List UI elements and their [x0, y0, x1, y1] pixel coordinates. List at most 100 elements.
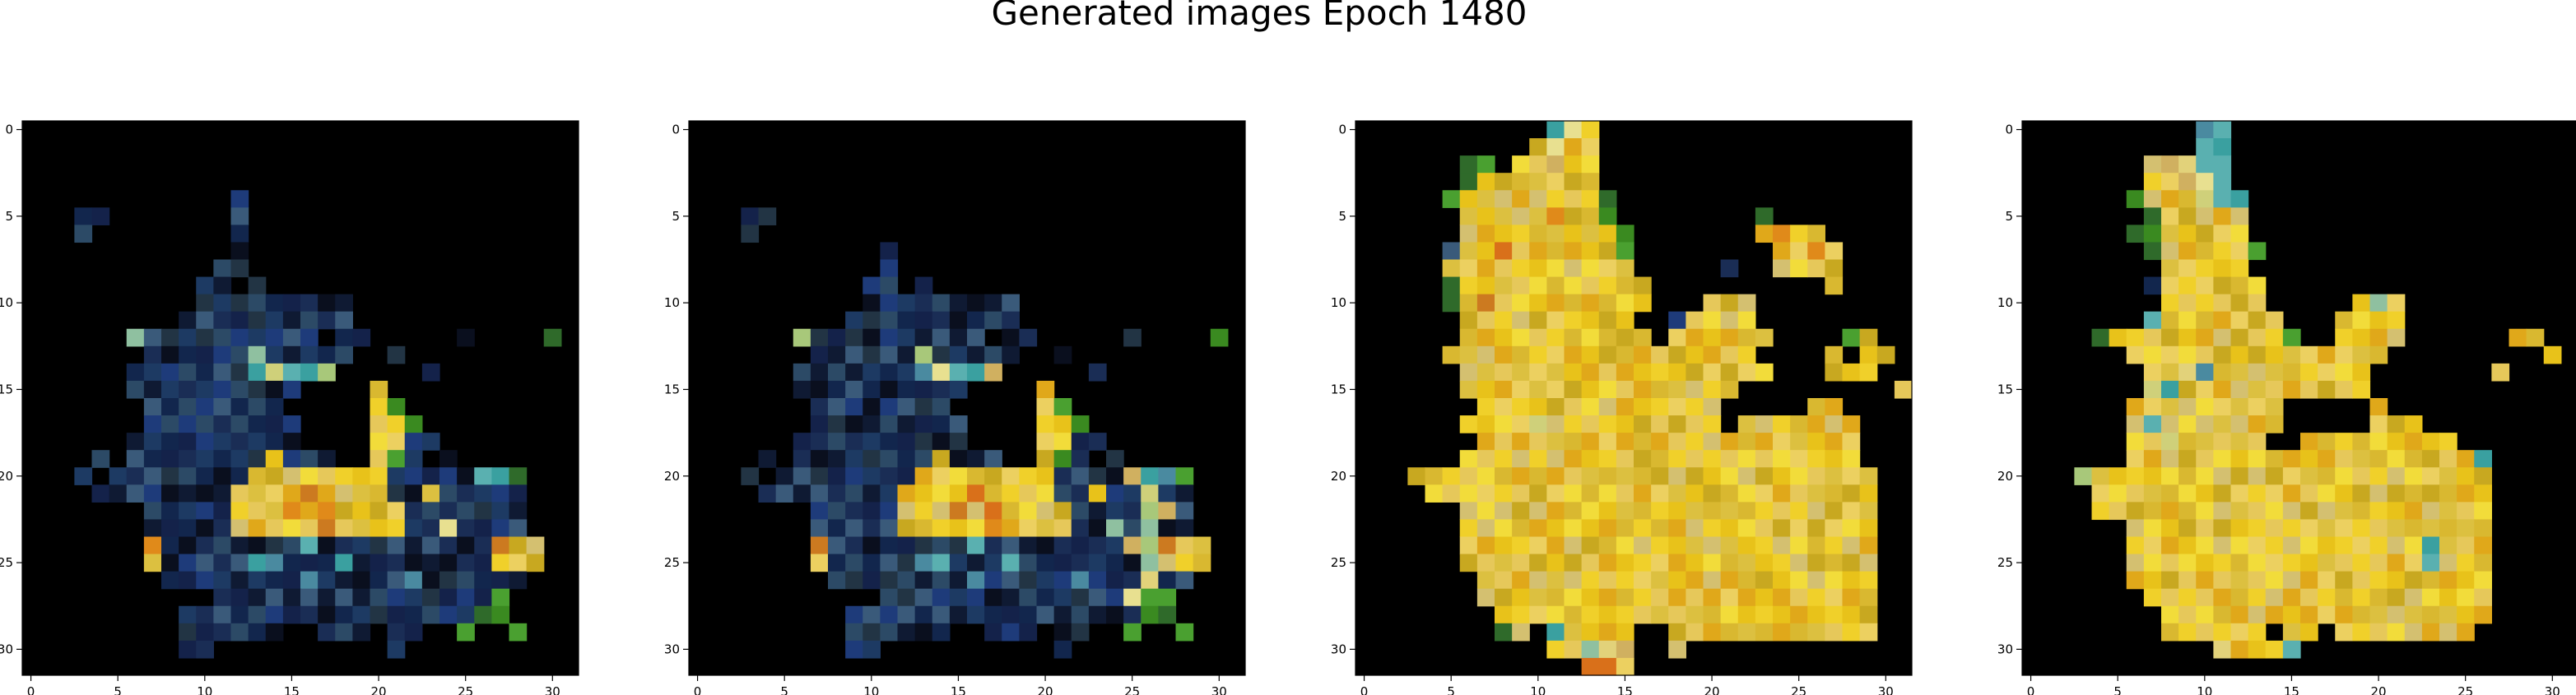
pixel	[914, 398, 933, 416]
pixel	[1175, 467, 1194, 485]
pixel	[143, 433, 162, 451]
pixel	[1581, 363, 1600, 382]
pixel	[2091, 467, 2110, 485]
pixel	[196, 484, 214, 503]
pixel	[1634, 433, 1652, 451]
pixel	[2143, 450, 2162, 468]
pixel	[2230, 571, 2249, 590]
pixel	[2230, 484, 2249, 503]
pixel	[1564, 467, 1583, 485]
pixel	[1720, 433, 1739, 451]
pixel	[230, 484, 249, 503]
pixel	[810, 398, 829, 416]
pixel	[1598, 276, 1617, 295]
pixel	[1790, 623, 1808, 642]
pixel	[1071, 502, 1090, 521]
pixel	[1476, 467, 1495, 485]
pixel	[1598, 571, 1617, 590]
pixel	[2265, 640, 2284, 659]
pixel	[2230, 345, 2249, 364]
pixel	[248, 623, 267, 642]
pixel	[914, 294, 933, 313]
pixel	[352, 571, 371, 590]
pixel	[2318, 433, 2336, 451]
pixel	[1512, 588, 1530, 607]
pixel	[265, 536, 284, 555]
pixel	[143, 415, 162, 433]
pixel	[1720, 363, 1739, 382]
pixel	[179, 623, 197, 642]
pixel	[2439, 467, 2457, 485]
pixel	[1442, 190, 1461, 208]
pixel	[1476, 415, 1495, 433]
pixel	[1598, 484, 1617, 503]
pixel	[2300, 605, 2318, 624]
pixel	[2265, 345, 2284, 364]
pixel	[161, 380, 179, 399]
pixel	[845, 623, 863, 642]
pixel	[2526, 328, 2545, 347]
pixel	[1564, 190, 1583, 208]
pixel	[2143, 155, 2162, 174]
pixel	[2265, 467, 2284, 485]
pixel	[984, 571, 1002, 590]
pixel	[2335, 467, 2353, 485]
pixel	[196, 623, 214, 642]
pixel	[1773, 605, 1791, 624]
x-tick-label: 20	[1038, 684, 1053, 695]
pixel	[1737, 433, 1756, 451]
pixel	[828, 345, 846, 364]
pixel	[2457, 502, 2475, 521]
pixel	[1476, 433, 1495, 451]
pixel	[1459, 294, 1478, 313]
pixel	[1495, 605, 1513, 624]
pixel	[967, 467, 985, 485]
pixel	[2265, 554, 2284, 572]
pixel	[949, 450, 968, 468]
pixel	[1175, 554, 1194, 572]
pixel	[1598, 207, 1617, 225]
pixel	[161, 467, 179, 485]
pixel	[1581, 138, 1600, 156]
pixel	[370, 415, 388, 433]
pixel	[1737, 623, 1756, 642]
pixel	[2265, 536, 2284, 555]
pixel	[1495, 173, 1513, 191]
pixel	[1581, 380, 1600, 399]
pixel	[2161, 588, 2179, 607]
pixel	[509, 467, 528, 485]
pixel	[318, 363, 336, 382]
pixel	[2404, 467, 2423, 485]
pixel	[949, 536, 968, 555]
pixel	[179, 484, 197, 503]
pixel	[880, 380, 899, 399]
pixel	[2265, 502, 2284, 521]
pixel	[2126, 519, 2145, 538]
pixel	[2404, 571, 2423, 590]
pixel	[2265, 328, 2284, 347]
pixel	[2213, 605, 2232, 624]
pixel	[126, 328, 145, 347]
pixel	[1825, 502, 1844, 521]
pixel	[282, 380, 301, 399]
pixel	[914, 467, 933, 485]
x-tick-label: 5	[2113, 684, 2122, 695]
y-tick-label: 0	[5, 123, 13, 137]
pixel	[845, 380, 863, 399]
pixel	[335, 467, 353, 485]
pixel	[404, 519, 423, 538]
pixel	[1476, 294, 1495, 313]
pixel	[1002, 554, 1020, 572]
pixel	[318, 623, 336, 642]
pixel	[474, 519, 492, 538]
pixel	[1106, 571, 1124, 590]
pixel	[1564, 571, 1583, 590]
pixel	[2318, 502, 2336, 521]
pixel	[2265, 588, 2284, 607]
pixel	[143, 398, 162, 416]
pixel	[1564, 484, 1583, 503]
pixel	[1825, 467, 1844, 485]
pixel	[1495, 242, 1513, 261]
pixel	[880, 571, 899, 590]
